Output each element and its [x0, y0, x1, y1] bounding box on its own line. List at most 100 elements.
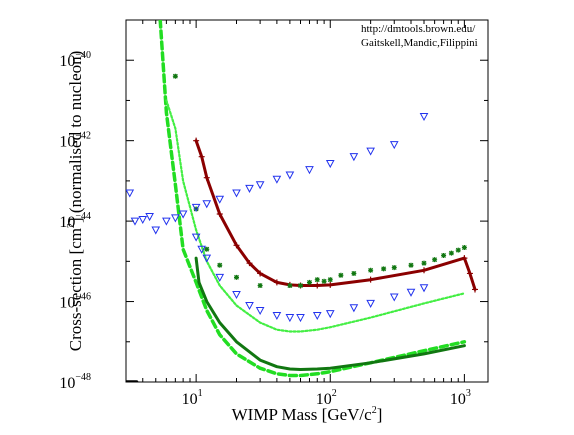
data-point [138, 215, 148, 225]
data-point [298, 283, 304, 289]
data-point [391, 265, 397, 271]
series-1 [158, 20, 467, 378]
data-point [272, 312, 282, 321]
series-3 [165, 99, 466, 333]
data-point [216, 211, 223, 218]
data-point [232, 189, 241, 198]
data-point [325, 160, 335, 169]
data-point [325, 310, 335, 319]
series-2 [194, 256, 466, 371]
data-point [172, 73, 178, 79]
data-point [233, 242, 240, 249]
data-point [285, 171, 295, 180]
data-point [255, 181, 265, 190]
data-point [273, 279, 280, 286]
data-point [193, 206, 199, 212]
data-point [234, 274, 240, 280]
data-point [351, 270, 357, 276]
data-point [432, 257, 438, 263]
series-line [194, 256, 466, 371]
data-point [327, 277, 333, 283]
data-point [455, 247, 461, 253]
series-5 [172, 73, 467, 289]
credit-authors: Gaitskell,Mandic,Filippini [361, 37, 478, 49]
data-point [232, 290, 241, 300]
data-point [314, 282, 321, 289]
data-point [314, 277, 320, 283]
data-point [215, 195, 225, 204]
x-tick-label: 103 [450, 388, 471, 408]
data-point [246, 260, 253, 267]
data-point [338, 272, 344, 278]
data-point [366, 299, 375, 308]
y-tick-label: 10−44 [59, 211, 91, 231]
series-6 [126, 112, 429, 235]
data-point [203, 174, 210, 181]
data-point [408, 262, 414, 268]
data-point [312, 312, 322, 321]
y-tick-label: 10−48 [59, 372, 91, 392]
data-point [171, 214, 180, 223]
data-point [448, 250, 454, 256]
data-point [368, 267, 374, 273]
data-point [191, 233, 201, 242]
data-point [389, 293, 399, 302]
data-point [198, 153, 205, 160]
data-point [296, 314, 305, 323]
data-point [461, 245, 467, 251]
data-point [285, 314, 295, 323]
data-point [204, 246, 210, 252]
data-point [441, 252, 447, 258]
series-7 [191, 233, 429, 323]
data-point [421, 267, 428, 274]
data-point [306, 279, 312, 285]
tick-marks [125, 19, 488, 383]
data-point [162, 217, 171, 226]
data-point [321, 278, 327, 284]
data-point [255, 306, 265, 316]
data-point [349, 304, 359, 313]
series-layer [126, 20, 479, 382]
data-point [151, 226, 161, 235]
x-tick-label: 101 [182, 388, 203, 408]
data-point [215, 273, 225, 282]
y-axis-label: Cross-section [cm2] (normalised to nucle… [66, 51, 85, 352]
tick-labels: 101 102 103 10−48 10−46 10−44 10−42 10−40 [59, 50, 471, 408]
data-point [305, 166, 314, 175]
data-point [272, 175, 282, 184]
x-axis-label: WIMP Mass [GeV/c2] [232, 405, 383, 424]
data-point [202, 254, 212, 263]
data-point [381, 266, 387, 272]
data-point [389, 141, 399, 150]
data-point [287, 283, 293, 289]
data-point [245, 301, 254, 311]
data-point [466, 270, 473, 277]
data-point [245, 184, 254, 193]
y-tick-label: 10−46 [59, 292, 91, 312]
series-line [158, 20, 467, 378]
y-tick-label: 10−40 [59, 50, 91, 70]
data-point [349, 153, 359, 162]
data-point [406, 288, 416, 297]
data-point [257, 283, 263, 289]
data-point [327, 281, 334, 288]
data-point [191, 203, 201, 212]
data-point [461, 255, 468, 262]
plot-frame [125, 19, 489, 383]
data-point [202, 200, 212, 209]
data-point [421, 260, 427, 266]
credit-url: http://dmtools.brown.edu/ [361, 23, 476, 35]
data-point [367, 276, 374, 283]
data-point [419, 284, 429, 293]
data-point [366, 147, 375, 156]
data-point [178, 210, 188, 219]
data-point [472, 286, 479, 293]
data-point [130, 217, 140, 226]
x-tick-label: 102 [316, 388, 337, 408]
data-point [257, 270, 264, 277]
data-point [197, 245, 207, 254]
data-point [217, 262, 223, 268]
y-tick-label: 10−42 [59, 131, 91, 151]
data-point [126, 189, 135, 198]
data-point [145, 213, 154, 222]
